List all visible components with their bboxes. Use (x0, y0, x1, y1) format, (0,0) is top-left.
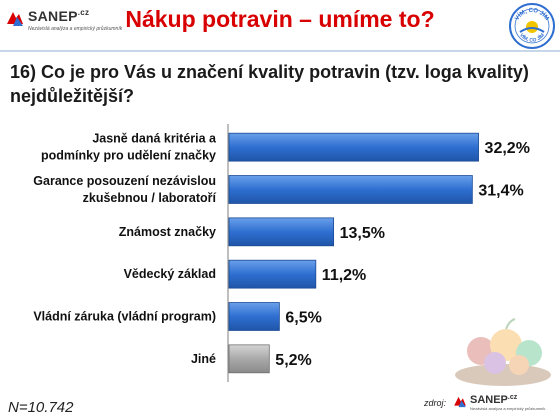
vim-co-jim-badge: VÍM, CO JÍM VÍM, CO JÍM (509, 3, 555, 49)
page-title: Nákup potravin – umíme to? (125, 6, 435, 32)
bar-value-label-1: 31,4% (478, 183, 523, 200)
bar-value-label-5: 5,2% (275, 352, 311, 369)
sanep-logo-tagline: Nezávislá analýza a empirický průzkumník (28, 26, 123, 32)
source-logo-name: SANEP.cz (470, 394, 518, 406)
sanep-logo-name: SANEP.cz (28, 8, 90, 24)
bar-value-label-3: 11,2% (322, 267, 366, 284)
source-credit: zdroj: SANEP.cz Nezávislá analýza a empi… (424, 392, 554, 414)
bar-2 (228, 217, 335, 247)
bar-4 (228, 302, 280, 331)
category-label-1-line-0: Garance posouzení nezávislou (33, 174, 216, 188)
title-divider (0, 50, 560, 52)
sanep-logo: SANEP.cz Nezávislá analýza a empirický p… (4, 4, 124, 44)
sample-size: N=10.742 (8, 399, 74, 416)
bar-1 (228, 175, 473, 204)
category-label-2-line-0: Známost značky (119, 225, 216, 239)
bar-value-label-2: 13,5% (340, 225, 385, 242)
source-logo-tagline: Nezávislá analýza a empirický průzkumník (470, 406, 546, 411)
category-label-0-line-1: podmínky pro udělení značky (41, 149, 216, 163)
category-label-3-line-0: Vědecký základ (124, 267, 216, 281)
category-label-1-line-1: zkušebnou / laboratoří (83, 191, 217, 205)
source-logo-icon (454, 396, 466, 408)
svg-text:VÍM, CO JÍM: VÍM, CO JÍM (518, 33, 546, 44)
bar-value-label-4: 6,5% (285, 310, 321, 327)
source-label: zdroj: (424, 398, 447, 408)
bar-0 (228, 132, 479, 162)
fruit-basket-image (455, 318, 551, 386)
question-text: 16) Co je pro Vás u značení kvality potr… (10, 62, 529, 106)
category-label-5-line-0: Jiné (191, 352, 216, 366)
category-label-4-line-0: Vládní záruka (vládní program) (33, 310, 216, 324)
bar-5 (228, 344, 270, 374)
sanep-logo-icon (7, 12, 23, 26)
bar-chart: 32,2% Jasně daná kritéria a podmínky pro u… (33, 124, 530, 382)
bar-3 (228, 259, 317, 289)
bar-value-label-0: 32,2% (485, 140, 530, 157)
badge-text-bottom: VÍM, CO JÍM (518, 33, 546, 44)
category-label-0-line-0: Jasně daná kritéria a (92, 132, 217, 146)
